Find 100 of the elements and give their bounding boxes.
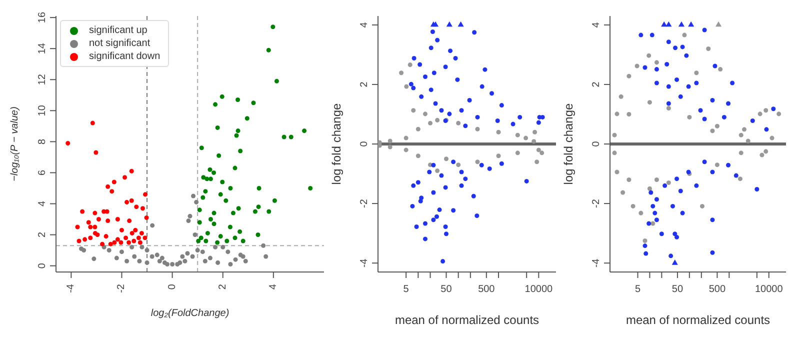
- point: [132, 238, 136, 244]
- point: [208, 256, 212, 260]
- point: [308, 186, 313, 190]
- y-tick-label: 4: [359, 22, 370, 28]
- point: [213, 244, 218, 250]
- point: [129, 168, 134, 174]
- point: [88, 224, 93, 230]
- x-tick-label: 5: [403, 284, 410, 295]
- point: [215, 125, 220, 130]
- point: [138, 240, 142, 245]
- point: [197, 220, 202, 225]
- point: [208, 176, 213, 182]
- point: [185, 251, 190, 256]
- point: [236, 206, 241, 211]
- point: [256, 186, 262, 190]
- point: [142, 236, 148, 240]
- point: [124, 236, 128, 240]
- x-tick-label: 500: [478, 284, 496, 295]
- point: [119, 228, 124, 232]
- point: [115, 237, 120, 242]
- point: [86, 220, 91, 225]
- point: [252, 209, 258, 214]
- point: [256, 204, 261, 210]
- point: [212, 210, 216, 216]
- point: [106, 218, 110, 224]
- point: [244, 116, 250, 121]
- y-tick-label: 12: [37, 74, 48, 86]
- point: [90, 120, 95, 126]
- point: [220, 244, 226, 250]
- point: [216, 153, 222, 158]
- point: [150, 254, 154, 259]
- point: [251, 100, 256, 106]
- point: [100, 242, 105, 246]
- point: [186, 218, 191, 224]
- x-tick-label: 50: [440, 284, 452, 295]
- point: [122, 175, 128, 180]
- point: [228, 262, 233, 266]
- point: [144, 248, 150, 253]
- x-tick-label: 500: [708, 284, 726, 295]
- point: [114, 256, 119, 260]
- point: [124, 200, 130, 204]
- x-tick-label: 2: [217, 284, 228, 290]
- y-tick-label: 2: [37, 232, 48, 238]
- point: [204, 176, 210, 182]
- point: [208, 216, 213, 222]
- point: [282, 134, 286, 140]
- x-axis-title: mean of normalized counts: [394, 313, 540, 327]
- y-tick-label: -2: [359, 198, 370, 208]
- point: [108, 242, 113, 246]
- point: [218, 192, 223, 197]
- point: [215, 240, 220, 245]
- point: [112, 180, 116, 184]
- point: [266, 48, 271, 52]
- point: [198, 236, 204, 240]
- point: [126, 240, 132, 245]
- y-tick-label: 8: [37, 138, 48, 144]
- y-tick-label: 2: [591, 81, 602, 88]
- point: [238, 229, 242, 234]
- point: [124, 258, 130, 264]
- point: [228, 186, 233, 190]
- point: [218, 234, 223, 239]
- y-tick-label: 10: [37, 104, 48, 116]
- point: [196, 238, 201, 244]
- point: [226, 250, 230, 254]
- point: [199, 146, 204, 150]
- point: [76, 238, 82, 244]
- point: [228, 224, 232, 230]
- point: [191, 194, 196, 198]
- point: [224, 198, 228, 203]
- point: [130, 230, 134, 236]
- point: [213, 102, 218, 107]
- point: [220, 94, 224, 99]
- y-tick-label: 4: [591, 22, 602, 28]
- point: [266, 209, 272, 214]
- point: [272, 198, 277, 203]
- point: [232, 166, 238, 170]
- point: [212, 170, 216, 175]
- point: [66, 140, 70, 146]
- point: [208, 167, 212, 172]
- point: [261, 243, 266, 248]
- point: [200, 195, 206, 200]
- x-tick-label: -4: [66, 284, 77, 293]
- point: [236, 98, 240, 102]
- point: [192, 232, 198, 238]
- point: [112, 240, 117, 245]
- x-axis-title: mean of normalized counts: [626, 313, 770, 327]
- point: [119, 250, 124, 254]
- point: [118, 240, 124, 245]
- y-tick-label: 14: [37, 42, 48, 54]
- point: [137, 258, 142, 264]
- y-tick-label: 16: [37, 12, 48, 24]
- y-tick-label: 0: [359, 140, 370, 147]
- point: [92, 210, 98, 216]
- point: [190, 254, 195, 259]
- point: [240, 238, 246, 244]
- point: [256, 232, 260, 238]
- point: [92, 256, 96, 262]
- point: [197, 208, 202, 212]
- point: [136, 236, 141, 240]
- y-tick-label: 4: [37, 200, 48, 207]
